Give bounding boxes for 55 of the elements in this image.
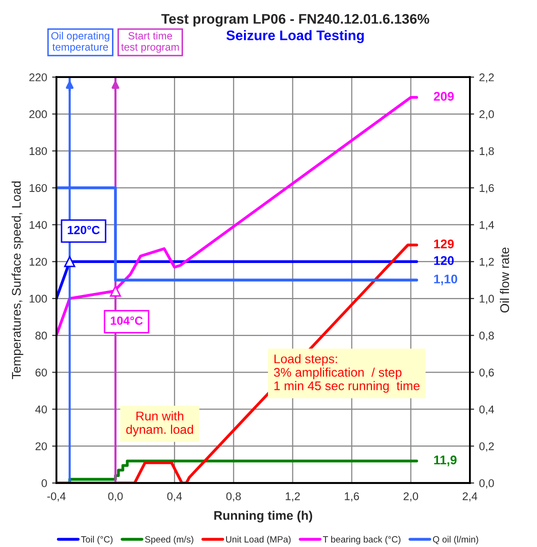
x-tick-label: 0,0 bbox=[108, 492, 123, 502]
x-tick-label: 0,8 bbox=[226, 492, 241, 502]
y2-tick-label: 0,8 bbox=[479, 332, 494, 341]
y2-tick-label: 1,4 bbox=[480, 221, 494, 230]
x-tick-label: 0,4 bbox=[167, 492, 182, 502]
y2-tick-label: 2,2 bbox=[479, 73, 494, 83]
y-tick-label: 100 bbox=[30, 294, 47, 303]
y-tick-label: 140 bbox=[30, 220, 47, 229]
y2-tick-label: 1,6 bbox=[480, 184, 494, 194]
x-tick-label: 2,0 bbox=[404, 492, 418, 502]
line-series bbox=[56, 96, 418, 337]
ref-line-label: Oil operating temperature bbox=[51, 32, 110, 53]
y-tick-label: 220 bbox=[29, 73, 47, 82]
y2-tick-label: 0,0 bbox=[479, 479, 494, 488]
annotation: Run with dynam. load bbox=[126, 411, 194, 436]
chart-subtitle: Seizure Load Testing bbox=[226, 30, 364, 44]
y-tick-label: 0 bbox=[42, 479, 47, 488]
data-label: 120 bbox=[434, 256, 454, 265]
legend-label: Speed (m/s) bbox=[145, 536, 194, 544]
annotation: 104°C bbox=[110, 316, 143, 325]
y-axis-title: Temperatures, Surface speed, Load bbox=[12, 182, 24, 380]
legend-label: Unit Load (MPa) bbox=[226, 536, 291, 544]
x-tick-label: 2,4 bbox=[462, 492, 478, 502]
x-tick-label: 1,6 bbox=[344, 492, 359, 502]
line-series bbox=[68, 460, 418, 483]
legend-label: Q oil (l/min) bbox=[432, 536, 478, 544]
y2-tick-label: 1,0 bbox=[480, 294, 494, 304]
y2-tick-label: 1,8 bbox=[480, 147, 494, 156]
y-tick-label: 160 bbox=[30, 184, 47, 192]
y-tick-label: 80 bbox=[35, 332, 47, 340]
data-label: 1,10 bbox=[434, 274, 458, 286]
annotation: 120°C bbox=[68, 226, 100, 234]
y2-tick-label: 0,2 bbox=[479, 442, 494, 452]
data-label: 209 bbox=[434, 92, 454, 101]
y2-axis-title: Oil flow rate bbox=[500, 248, 510, 312]
data-label: 11,9 bbox=[434, 456, 457, 466]
annotation: Load steps: 3% amplification / step 1 min 45 sec running time bbox=[274, 354, 420, 393]
x-tick-label: 1,2 bbox=[286, 492, 300, 502]
y2-tick-label: 2,0 bbox=[479, 110, 494, 120]
x-axis-title: Running time (h) bbox=[214, 510, 312, 522]
y-tick-label: 60 bbox=[36, 368, 47, 376]
y2-tick-label: 0,4 bbox=[479, 405, 494, 415]
y-tick-label: 120 bbox=[30, 258, 47, 266]
ref-line-label: Start time test program bbox=[121, 32, 179, 53]
y-tick-label: 180 bbox=[30, 147, 47, 156]
legend-label: T bearing back (°C) bbox=[322, 536, 400, 544]
x-tick-label: -0,4 bbox=[47, 492, 66, 502]
y2-tick-label: 1,2 bbox=[480, 258, 494, 268]
y2-tick-label: 0,6 bbox=[479, 368, 494, 378]
y-tick-label: 40 bbox=[35, 405, 47, 414]
data-label: 129 bbox=[434, 240, 454, 248]
chart-title: Test program LP06 - FN240.12.01.6.136% bbox=[161, 14, 430, 27]
legend-label: Toil (°C) bbox=[81, 536, 113, 544]
y-tick-label: 200 bbox=[29, 110, 47, 118]
y-tick-label: 20 bbox=[36, 442, 47, 450]
